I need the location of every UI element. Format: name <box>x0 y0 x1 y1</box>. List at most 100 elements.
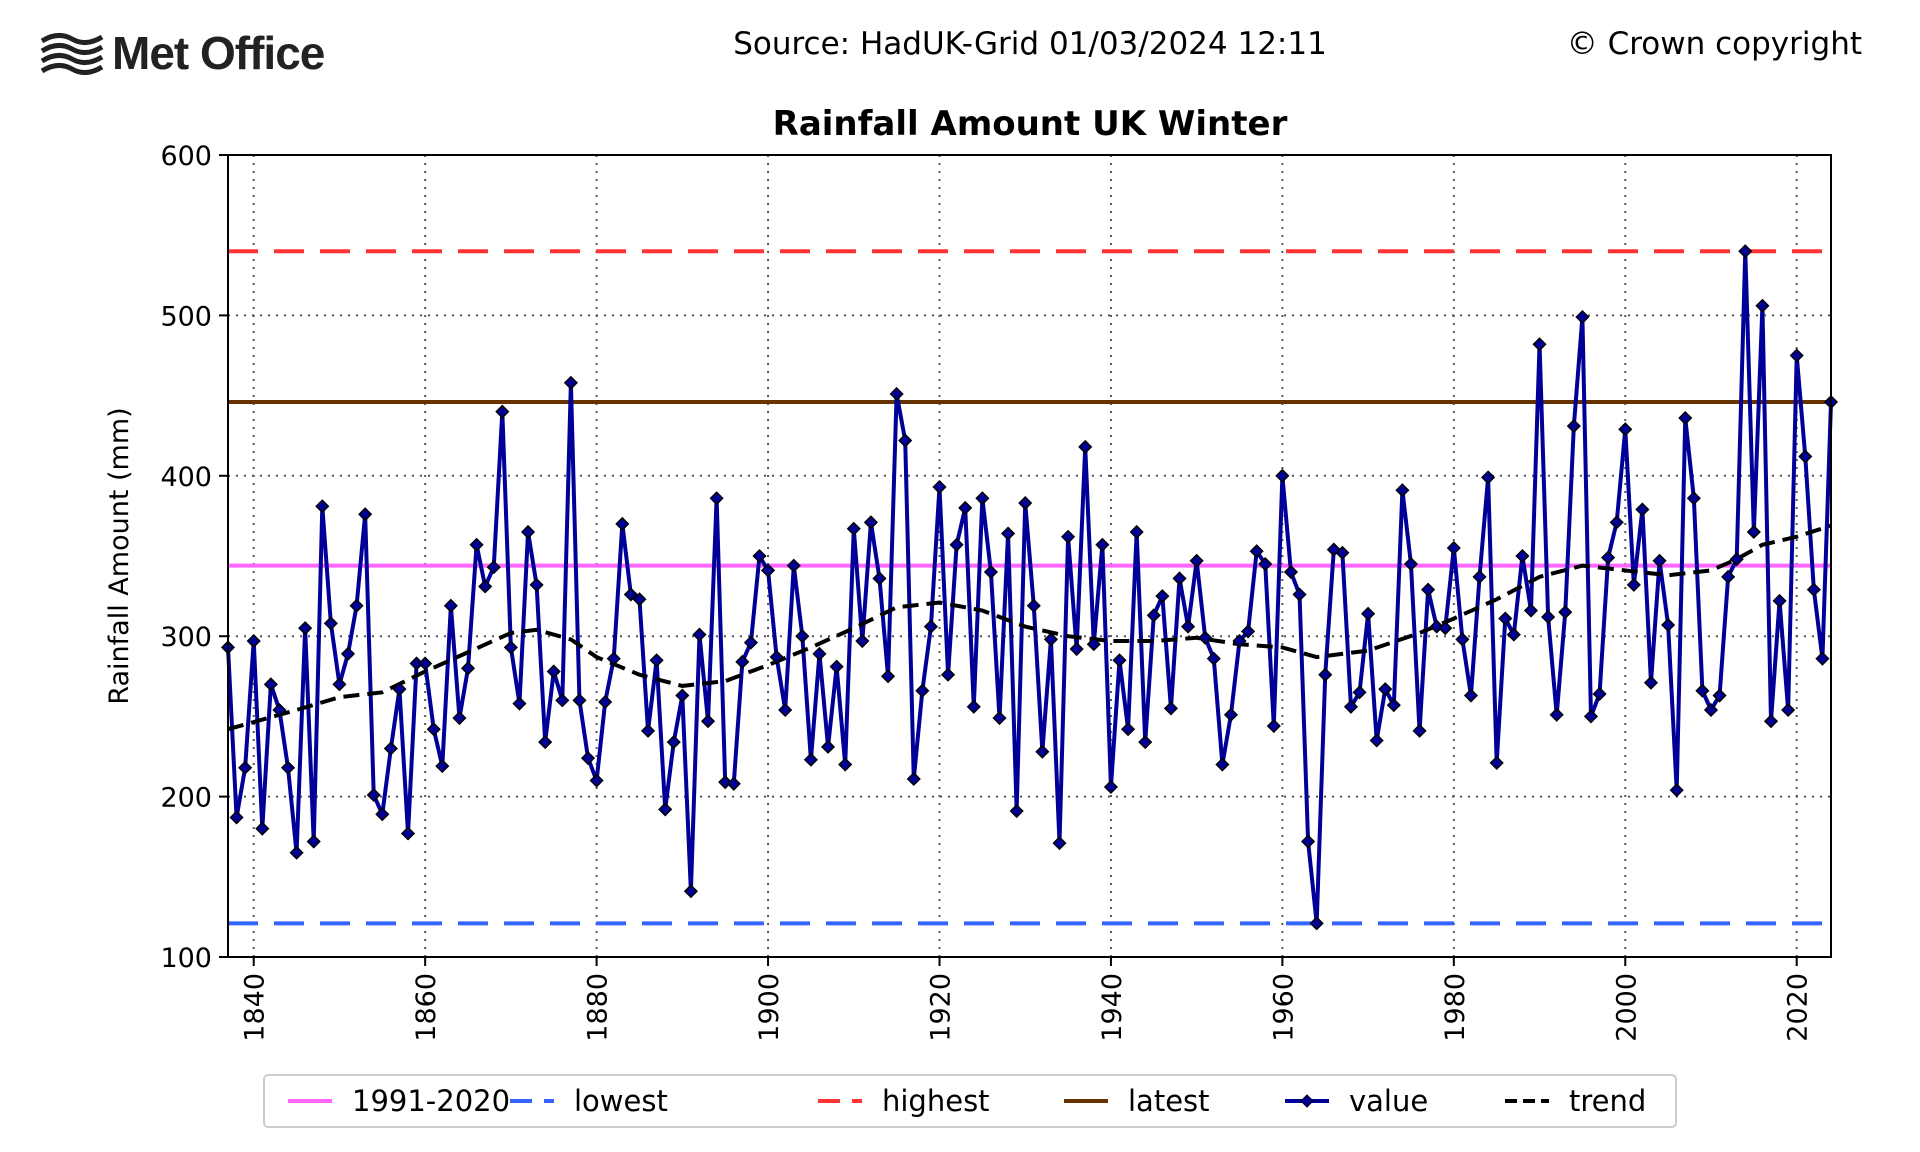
value-point <box>1309 916 1324 931</box>
value-point <box>246 633 261 649</box>
value-point <box>1009 803 1024 819</box>
value-point <box>495 404 510 419</box>
value-point <box>1241 624 1256 639</box>
value-point <box>1146 608 1161 623</box>
value-point <box>1806 582 1821 597</box>
value-point <box>272 702 287 718</box>
value-point <box>1438 621 1453 636</box>
value-point <box>889 386 904 402</box>
x-tick-label: 1940 <box>1097 973 1128 1042</box>
value-point <box>666 735 681 750</box>
value-point <box>332 677 347 692</box>
value-point <box>735 654 750 669</box>
value-point <box>1738 244 1753 259</box>
series-layer <box>220 244 1839 931</box>
legend-box <box>263 1074 1677 1128</box>
value-point <box>460 661 476 676</box>
value-point <box>255 821 270 836</box>
value-point <box>349 598 364 613</box>
value-point <box>323 616 338 631</box>
value-point <box>658 802 673 817</box>
value-point <box>1463 688 1479 703</box>
value-point <box>1455 632 1470 647</box>
value-point <box>726 776 741 791</box>
value-point <box>538 735 553 750</box>
value-point <box>880 669 896 684</box>
chart-title: Rainfall Amount UK Winter <box>773 104 1288 144</box>
reference-lines <box>228 249 1831 926</box>
value-point <box>812 646 827 661</box>
value-point <box>1566 419 1581 434</box>
value-point <box>1361 606 1376 621</box>
trend-line <box>227 523 1832 732</box>
axis-ticks: 1840 1860 1880 1900 1920 1940 1960 1980 2000 2020… <box>160 141 1813 1042</box>
legend-label: value <box>1349 1084 1428 1118</box>
value-point <box>1378 682 1393 697</box>
value-point <box>958 500 973 515</box>
plot-frame <box>227 154 1832 958</box>
value-point <box>683 884 698 899</box>
value-point <box>846 521 861 536</box>
value-point <box>786 558 801 573</box>
value-point <box>1395 483 1410 498</box>
value-point <box>1018 496 1033 511</box>
value-point <box>1498 611 1513 626</box>
value-point <box>863 515 878 530</box>
value-point <box>315 499 330 514</box>
value-point <box>838 757 853 772</box>
y-tick-label: 100 <box>160 943 212 974</box>
value-point <box>1292 587 1307 602</box>
value-point <box>512 696 527 711</box>
value-point <box>898 433 913 448</box>
value-point <box>1532 337 1547 352</box>
value-point <box>426 722 441 737</box>
value-point <box>1206 651 1221 666</box>
source-label: Source: HadUK-Grid 01/03/2024 12:11 <box>733 26 1327 62</box>
x-tick-label: 1880 <box>583 973 614 1042</box>
value-point <box>1635 502 1650 517</box>
value-point <box>1609 515 1624 530</box>
value-point <box>1061 529 1076 544</box>
value-point <box>340 646 356 661</box>
value-point <box>598 694 613 710</box>
value-point <box>555 693 570 708</box>
value-point <box>1129 524 1144 540</box>
value-point <box>1283 564 1299 580</box>
value-point <box>1301 834 1316 849</box>
value-point <box>1035 744 1050 759</box>
value-point <box>1258 556 1273 572</box>
logo-text: Met Office <box>112 27 325 79</box>
value-point <box>1781 702 1796 718</box>
value-point <box>820 739 836 754</box>
value-point <box>478 579 493 594</box>
value-point <box>872 571 887 586</box>
value-point <box>975 491 990 506</box>
x-tick-label: 1840 <box>240 973 271 1042</box>
value-point <box>649 653 664 668</box>
value-point <box>1069 641 1084 657</box>
value-point <box>1686 491 1701 506</box>
value-point <box>1412 723 1427 738</box>
value-point <box>615 516 630 531</box>
value-point <box>452 710 467 726</box>
legend-label: lowest <box>574 1084 668 1118</box>
value-point <box>1189 553 1204 568</box>
value-point <box>1001 526 1016 541</box>
value-point <box>795 629 810 644</box>
value-point <box>1489 755 1504 770</box>
value-point <box>529 577 544 592</box>
value-point <box>966 699 981 714</box>
value-point <box>1772 593 1787 608</box>
value-point <box>1155 589 1170 604</box>
x-tick-label: 1900 <box>754 973 785 1042</box>
value-point <box>1481 470 1496 485</box>
value-point <box>803 752 818 767</box>
value-point <box>289 845 304 860</box>
y-tick-label: 600 <box>160 141 212 172</box>
value-point <box>1523 603 1539 618</box>
value-point <box>1403 556 1419 572</box>
legend-label: highest <box>882 1084 990 1118</box>
legend-label: latest <box>1128 1084 1210 1118</box>
value-point <box>1618 422 1633 437</box>
